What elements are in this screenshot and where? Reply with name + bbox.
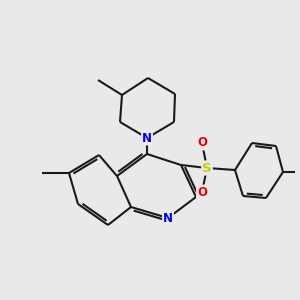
Text: O: O [197, 185, 207, 199]
Text: S: S [202, 161, 212, 175]
Text: N: N [142, 131, 152, 145]
Text: N: N [163, 212, 173, 224]
Text: O: O [197, 136, 207, 149]
